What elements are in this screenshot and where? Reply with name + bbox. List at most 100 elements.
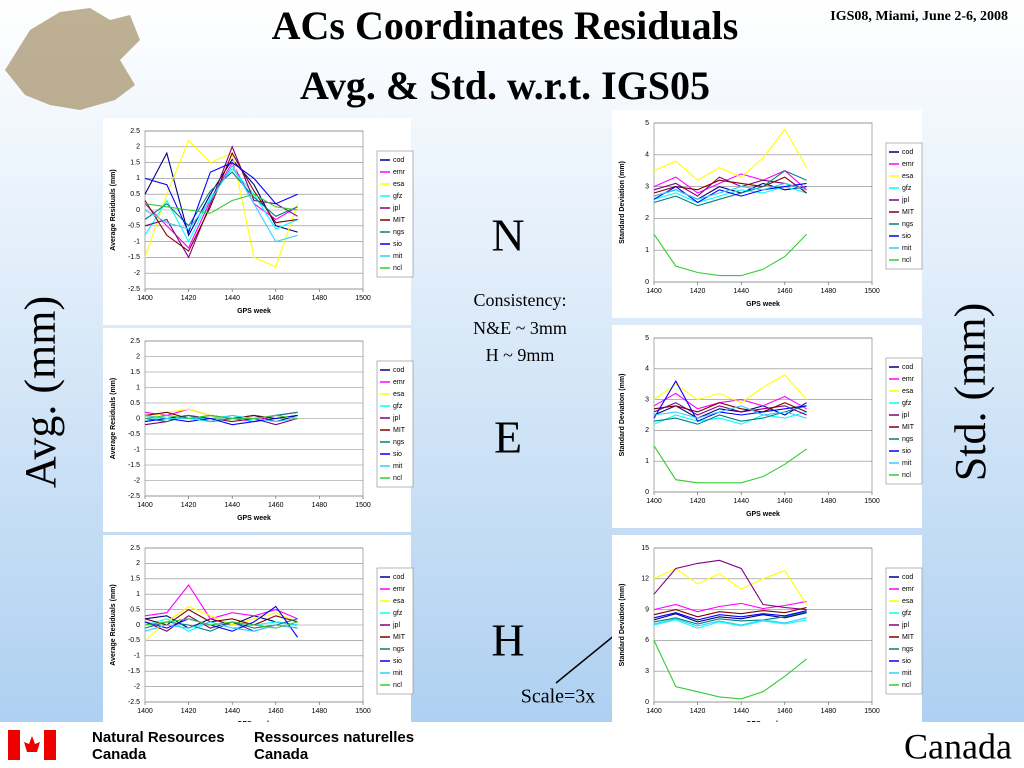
x-tick-label: 1400	[137, 295, 153, 302]
map-graphic	[5, 8, 140, 110]
series-line	[144, 605, 299, 638]
series-line	[653, 182, 807, 204]
legend-label: ncl	[902, 257, 911, 264]
y-tick-label: 4	[645, 152, 649, 159]
x-tick-label: 1440	[224, 708, 240, 715]
y-tick-label: 5	[645, 120, 649, 127]
legend-label: cod	[393, 367, 404, 374]
y-tick-label: 15	[641, 545, 649, 552]
component-label: E	[494, 412, 522, 463]
legend-label: MIT	[393, 634, 406, 641]
legend-label: cod	[393, 574, 404, 581]
x-tick-label: 1440	[224, 502, 240, 509]
legend-label: emr	[902, 586, 915, 593]
legend-label: esa	[902, 598, 913, 605]
y-tick-label: -2.5	[128, 699, 140, 706]
series-line	[653, 617, 807, 627]
x-tick-label: 1460	[268, 708, 284, 715]
flag-leaf	[24, 736, 40, 752]
y-axis-title: Average Residuals (mm)	[110, 169, 117, 250]
chart-panel	[612, 325, 922, 528]
y-tick-label: 3	[645, 396, 649, 403]
y-tick-label: 2	[136, 560, 140, 567]
legend-label: ngs	[902, 436, 914, 443]
y-tick-label: 1.5	[130, 576, 140, 583]
legend-label: gfz	[902, 610, 912, 617]
chart: 03691215140014201440146014801500GPS week…	[612, 535, 923, 738]
series-line	[144, 151, 298, 252]
x-tick-label: 1420	[690, 288, 706, 295]
series-line	[653, 611, 807, 625]
series-line	[653, 619, 807, 629]
y-tick-label: 2.5	[130, 545, 140, 552]
legend-label: sio	[902, 233, 911, 240]
side-label: Avg. (mm)	[16, 296, 65, 488]
legend-label: ncl	[902, 472, 911, 479]
x-tick-label: 1480	[312, 295, 328, 302]
footer-text: Canada	[92, 746, 147, 763]
y-tick-label: 1	[645, 458, 649, 465]
series-line	[144, 145, 298, 259]
flag	[8, 730, 20, 760]
x-tick-label: 1480	[312, 708, 328, 715]
y-axis-title: Standard Deviation (mm)	[619, 584, 626, 667]
flag	[44, 730, 56, 760]
y-tick-label: -1.5	[128, 462, 140, 469]
legend-label: ncl	[902, 682, 911, 689]
series-line	[144, 414, 298, 420]
legend-label: ngs	[393, 646, 405, 653]
x-axis-title: GPS week	[237, 515, 271, 522]
legend-label: emr	[902, 161, 915, 168]
legend-label: gfz	[393, 610, 403, 617]
series-line	[144, 161, 298, 234]
legend-label: ngs	[393, 229, 405, 236]
footer-bar	[0, 722, 1024, 768]
x-tick-label: 1500	[355, 708, 371, 715]
legend-label: emr	[393, 379, 406, 386]
legend-label: sio	[902, 658, 911, 665]
legend-label: jpl	[392, 205, 400, 212]
series-line	[144, 151, 298, 237]
y-tick-label: 6	[645, 637, 649, 644]
y-tick-label: 1.5	[130, 369, 140, 376]
chart: -2.5 -2 -1.5 -1 -0.5 0 0.5 1 1.5 2 2.5 1400 1420 1440…	[103, 328, 414, 532]
x-tick-label: 1440	[733, 708, 749, 715]
legend-label: jpl	[901, 197, 909, 204]
y-tick-label: -2	[134, 270, 140, 277]
legend-label: mit	[902, 670, 911, 677]
chart: -2.5 -2 -1.5 -1 -0.5 0 0.5 1 1.5 2 2.5 1400 1420 1440…	[103, 535, 414, 738]
legend-label: mit	[393, 670, 402, 677]
x-tick-label: 1420	[181, 708, 197, 715]
chart: 0 1 2 3 4 5 1400 1420 1440 1460 1480 1500 GPS week St…	[612, 110, 923, 318]
y-tick-label: 12	[641, 576, 649, 583]
legend-label: ncl	[393, 682, 402, 689]
y-tick-label: 2	[645, 215, 649, 222]
legend-label: ncl	[393, 475, 402, 482]
x-tick-label: 1500	[864, 708, 880, 715]
legend-label: esa	[902, 173, 913, 180]
series-line	[653, 402, 807, 413]
chart-panel	[612, 535, 922, 738]
legend-label: emr	[902, 376, 915, 383]
x-tick-label: 1460	[268, 502, 284, 509]
y-tick-label: 1	[136, 175, 140, 182]
y-tick-label: 0	[645, 699, 649, 706]
series-line	[653, 182, 807, 200]
side-label: Std. (mm)	[946, 303, 995, 481]
y-tick-label: 0.5	[130, 191, 140, 198]
x-tick-label: 1440	[224, 295, 240, 302]
x-tick-label: 1420	[181, 295, 197, 302]
y-tick-label: 1	[136, 384, 140, 391]
legend-label: jpl	[901, 412, 909, 419]
legend-label: MIT	[393, 217, 406, 224]
legend-label: sio	[902, 448, 911, 455]
x-tick-label: 1460	[777, 708, 793, 715]
y-tick-label: -0.5	[128, 223, 140, 230]
series-line	[144, 414, 298, 423]
legend-label: cod	[902, 364, 913, 371]
series-line	[144, 584, 298, 620]
series-line	[653, 405, 807, 419]
y-tick-label: 0	[136, 415, 140, 422]
x-tick-label: 1480	[821, 288, 837, 295]
